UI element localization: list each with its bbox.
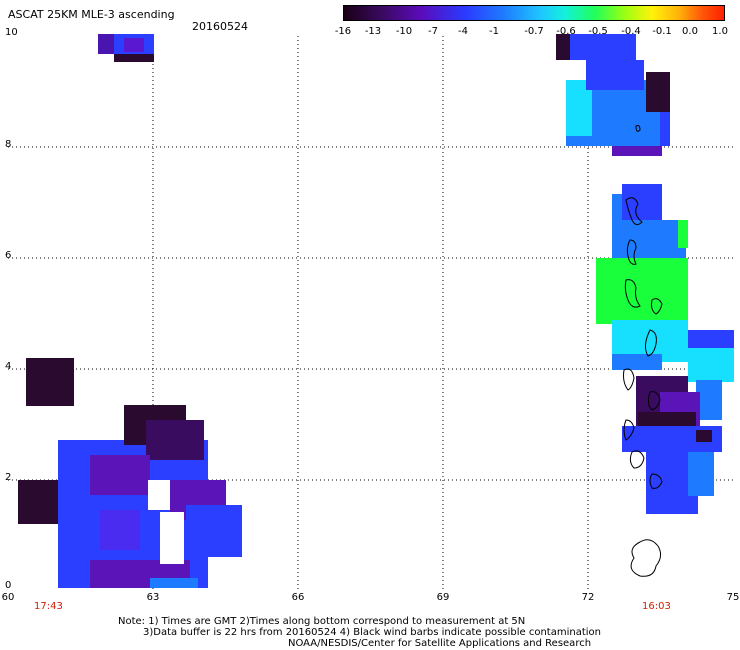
colorbar-tick: -0.4 [621,26,641,37]
gridlines [8,36,734,590]
colorbar-tick: 0.0 [682,26,698,37]
colorbar-tick: -10 [395,26,413,37]
note-line-2: 3)Data buffer is 22 hrs from 20160524 4)… [143,627,601,638]
time-label-left: 17:43 [34,601,63,612]
colorbar-tick: -13 [364,26,382,37]
time-label-right: 16:03 [642,601,671,612]
swath-patch-bottomleft [58,405,242,588]
swath-patch-topleft [98,34,154,62]
map-title: ASCAT 25KM MLE-3 ascending [8,8,175,21]
x-axis-label: 75 [726,592,740,603]
swath-patch-dark [18,480,58,524]
note-line-1: Note: 1) Times are GMT 2)Times along bot… [118,616,526,627]
y-axis-label: 2 [5,472,12,483]
colorbar-tick: -4 [458,26,468,37]
swath-patch-right [596,184,734,514]
y-axis-label: 4 [5,361,12,372]
swath-patch-dark [26,358,74,406]
x-axis-label: 66 [291,592,305,603]
island-outlines [623,125,663,577]
note-line-3: NOAA/NESDIS/Center for Satellite Applica… [288,638,592,649]
colorbar-tick: -0.5 [588,26,608,37]
colorbar-tick: -0.6 [556,26,576,37]
x-axis-label: 60 [1,592,15,603]
colorbar-tick: -1 [489,26,499,37]
colorbar-tick: -0.7 [524,26,544,37]
colorbar [343,5,725,21]
colorbar-tick: -7 [428,26,438,37]
y-axis-label: 6 [5,250,12,261]
x-axis-label: 69 [436,592,450,603]
map-date: 20160524 [192,20,248,33]
colorbar-tick: -16 [334,26,352,37]
y-axis-label: 10 [5,27,18,38]
swath-patch-topright [556,34,670,156]
colorbar-tick: -0.1 [652,26,672,37]
x-axis-label: 63 [146,592,160,603]
x-axis-label: 72 [581,592,595,603]
y-axis-label: 0 [5,580,12,591]
colorbar-tick: 1.0 [712,26,728,37]
y-axis-label: 8 [5,139,12,150]
